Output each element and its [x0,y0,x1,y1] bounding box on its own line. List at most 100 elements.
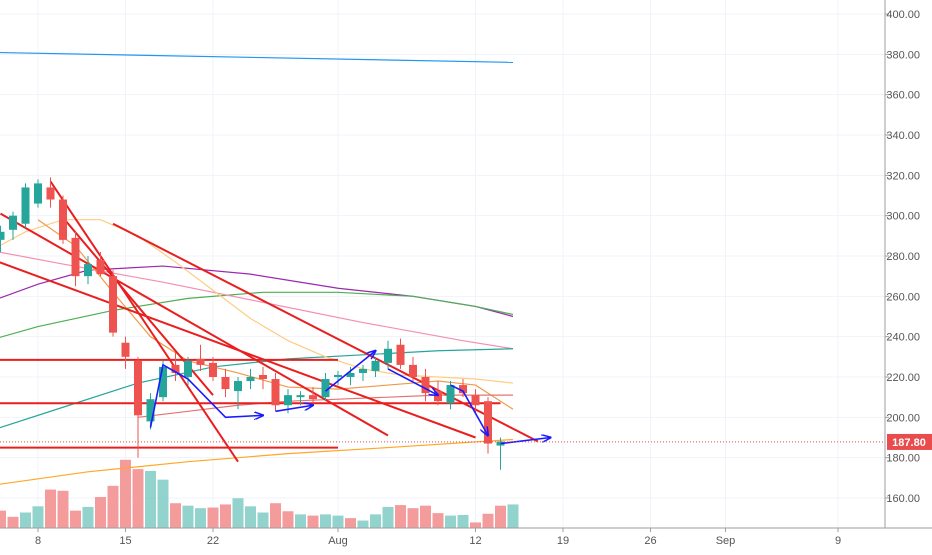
candles [0,177,505,470]
candle-body [134,360,142,416]
candle-body [309,395,317,400]
pattern-arrow [149,363,264,428]
candle-body [34,183,42,204]
volume-bars [0,459,519,528]
moving-average-line [0,291,514,338]
moving-average-line [0,251,514,350]
time-tick-label: 12 [469,535,481,547]
candle-body [471,395,480,406]
time-tick-label: 15 [119,535,131,547]
candle-body [9,215,17,230]
volume-bar [445,515,456,528]
candle-body [346,372,355,377]
pattern-arrows [149,351,551,445]
time-tick-label: 22 [207,535,219,547]
price-tick-label: 280.00 [886,251,920,263]
candle-body [459,385,467,394]
price-tick-label: 240.00 [886,332,920,344]
volume-bar [295,514,306,528]
price-tick-label: 400.00 [886,9,920,21]
candle-body [96,260,105,275]
volume-bar [457,514,469,528]
candle-body [159,366,167,398]
candle-body [409,364,417,377]
price-tick-label: 160.00 [886,493,920,505]
candle-body [371,360,380,371]
volume-bar [20,512,31,528]
volume-bar [482,513,494,528]
volume-bar [307,515,319,528]
volume-bar [245,506,256,528]
candle-body [484,401,492,444]
candle-body [196,358,205,365]
volume-bar [382,506,394,528]
candle-body [271,379,280,406]
time-axis[interactable]: 8 15 22 Aug 12 19 26 Sep 9 [35,528,841,547]
candle-body [296,395,305,398]
price-tick-label: 300.00 [886,211,920,223]
trendline [49,180,239,463]
price-tick-label: 320.00 [886,170,920,182]
pattern-arrow [324,351,376,392]
volume-bar [232,498,244,528]
volume-bar [332,515,344,528]
trendline [0,261,476,439]
candle-body [384,348,392,363]
volume-bar [345,518,356,528]
candle-body [184,360,192,377]
volume-bar [70,510,81,528]
trendline [0,212,389,437]
volume-bar [320,514,331,528]
current-price-badge [887,433,932,450]
trendline [112,222,539,443]
price-tick-label: 380.00 [886,49,920,61]
candle-body [146,399,155,422]
volume-bar [120,459,131,528]
volume-bar [0,510,6,528]
candle-body [246,377,255,382]
candle-body [434,391,442,402]
volume-bar [257,512,269,528]
volume-bar [420,505,431,528]
volume-bar [7,516,19,528]
candle-body [121,342,130,357]
price-tick-label: 340.00 [886,130,920,142]
time-tick-label: Sep [716,535,736,547]
candle-body [209,362,217,377]
price-tick-label: 260.00 [886,291,920,303]
time-axis-background [0,528,932,550]
volume-bar [182,505,194,528]
volume-bar [395,505,406,528]
volume-bar [370,514,381,528]
volume-bar [170,503,181,528]
volume-bar [495,505,506,528]
pattern-arrow [275,405,314,413]
pattern-arrow [450,384,489,435]
candle-body [284,395,292,406]
volume-bar [357,520,369,528]
candle-body [396,344,405,365]
price-axis-background [885,0,932,550]
volume-bar [507,504,519,528]
volume-bar [432,513,444,528]
trendlines [0,180,539,463]
volume-bar [107,485,119,528]
candle-body [71,237,80,277]
price-axis[interactable]: 160.00 180.00 200.00 220.00 240.00 260.00 280.… [885,9,920,505]
candle-body [234,381,242,392]
candle-body [446,385,455,404]
candle-body [321,379,330,398]
time-tick-label: 9 [835,535,841,547]
candle-body [46,187,55,200]
candle-body [334,374,342,377]
volume-bar [270,503,281,528]
time-tick-label: 8 [35,535,41,547]
volume-bar [32,506,44,528]
time-tick-label: 26 [644,535,656,547]
volume-bar [282,511,294,528]
moving-average-line [0,438,514,485]
moving-average-line [0,51,514,63]
current-price-label: 187.80 [887,433,932,450]
price-tick-label: 180.00 [886,453,920,465]
